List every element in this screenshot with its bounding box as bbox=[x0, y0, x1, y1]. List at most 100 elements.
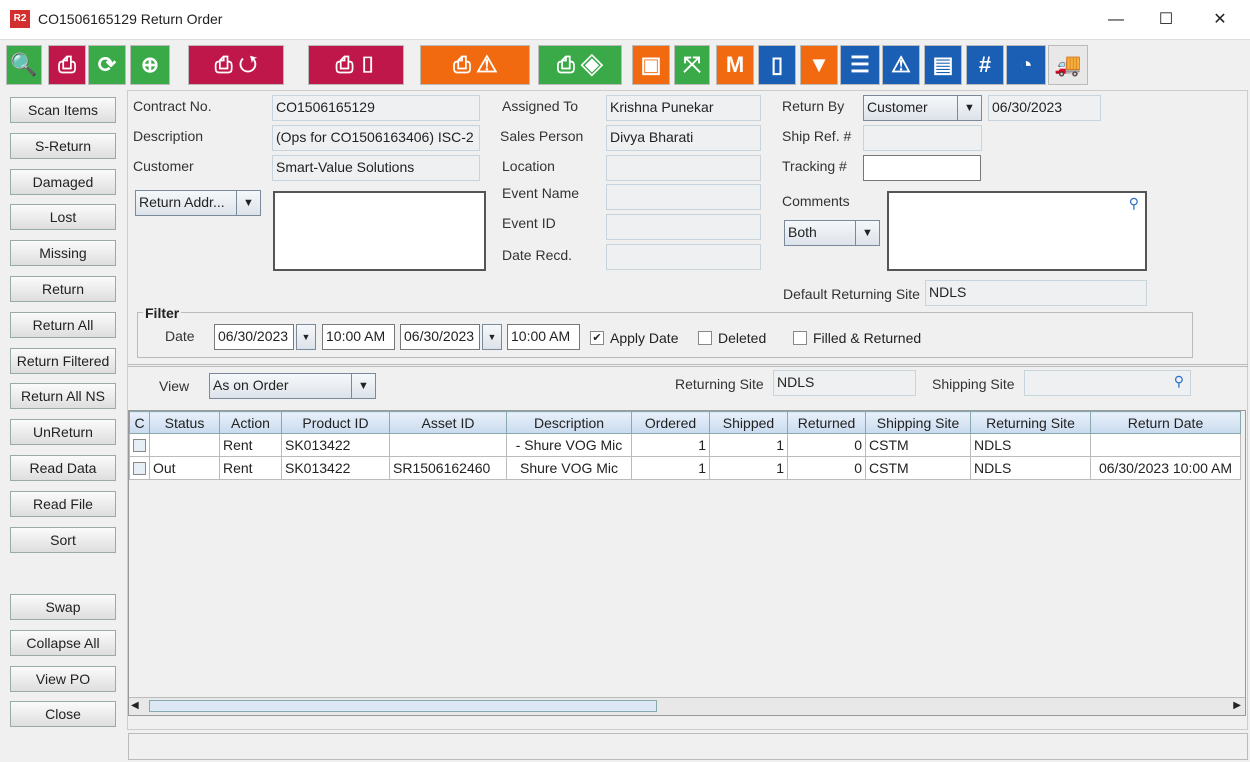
print-box-button[interactable]: ⎙ ▯ bbox=[308, 45, 404, 85]
box-m-button[interactable]: M bbox=[716, 45, 754, 85]
tracking-input[interactable] bbox=[863, 155, 981, 181]
list-icon: ☰ bbox=[850, 52, 870, 77]
refresh-button[interactable]: ⟳ bbox=[88, 45, 126, 85]
box-button[interactable]: ▣ bbox=[632, 45, 670, 85]
expand-button[interactable]: ⤧ bbox=[674, 45, 710, 85]
chevron-down-icon: ▼ bbox=[351, 374, 375, 398]
scrollbar-thumb[interactable] bbox=[149, 700, 657, 712]
filled-returned-checkbox[interactable] bbox=[793, 331, 807, 345]
column-header-shipped[interactable]: Shipped bbox=[709, 411, 788, 434]
column-header-returning-site[interactable]: Returning Site bbox=[970, 411, 1091, 434]
from-time-input[interactable]: 10:00 AM bbox=[322, 324, 395, 350]
shipping-site-field[interactable]: ⚲ bbox=[1024, 370, 1191, 396]
collapse-all-button[interactable]: Collapse All bbox=[10, 629, 116, 656]
scroll-right-icon[interactable]: ▶ bbox=[1233, 700, 1241, 711]
title-bar: R2 CO1506165129 Return Order — ☐ ✕ bbox=[0, 0, 1250, 40]
row-checkbox[interactable] bbox=[129, 433, 150, 457]
view-value: As on Order bbox=[213, 377, 289, 393]
from-date-input[interactable]: 06/30/2023 bbox=[214, 324, 294, 350]
chevron-down-icon: ▼ bbox=[236, 191, 260, 215]
column-header-returned[interactable]: Returned bbox=[787, 411, 866, 434]
to-time-input[interactable]: 10:00 AM bbox=[507, 324, 580, 350]
close-window-button[interactable]: ✕ bbox=[1213, 11, 1227, 28]
search-icon: 🔍 bbox=[10, 52, 38, 77]
scan-items-button[interactable]: Scan Items bbox=[10, 97, 116, 123]
return-date-field[interactable]: 06/30/2023 bbox=[988, 95, 1101, 121]
hash-icon: # bbox=[978, 52, 992, 77]
to-date-picker[interactable]: ▼ bbox=[482, 324, 502, 350]
book-button[interactable]: ▯ bbox=[758, 45, 796, 85]
comment-button[interactable]: ▤ bbox=[924, 45, 962, 85]
to-date-input[interactable]: 06/30/2023 bbox=[400, 324, 480, 350]
list-button[interactable]: ☰ bbox=[840, 45, 880, 85]
returning-site-field: NDLS bbox=[773, 370, 916, 396]
comments-filter-combo[interactable]: Both ▼ bbox=[784, 220, 880, 246]
unreturn-button[interactable]: UnReturn bbox=[10, 419, 116, 446]
scroll-left-icon[interactable]: ◀ bbox=[131, 700, 139, 711]
search-icon[interactable]: ⚲ bbox=[1128, 195, 1139, 211]
column-header-action[interactable]: Action bbox=[219, 411, 282, 434]
zoom-in-icon: ⊕ bbox=[140, 52, 160, 77]
column-header-asset-id[interactable]: Asset ID bbox=[389, 411, 507, 434]
read-data-button[interactable]: Read Data bbox=[10, 455, 116, 481]
column-header-return-date[interactable]: Return Date bbox=[1090, 411, 1241, 434]
gauge-button[interactable]: ◔ bbox=[1006, 45, 1046, 85]
truck-button[interactable]: 🚚 bbox=[1048, 45, 1088, 85]
zoom-in-button[interactable]: ⊕ bbox=[130, 45, 170, 85]
ship-ref-field bbox=[863, 125, 982, 151]
minimize-button[interactable]: — bbox=[1108, 11, 1124, 28]
search-icon[interactable]: ⚲ bbox=[1173, 373, 1184, 389]
read-file-button[interactable]: Read File bbox=[10, 490, 116, 517]
return-all-button[interactable]: Return All bbox=[10, 311, 116, 338]
address-textarea[interactable] bbox=[273, 191, 486, 271]
cell-asset-id bbox=[389, 433, 507, 457]
view-combo[interactable]: As on Order ▼ bbox=[209, 373, 376, 399]
filter-button[interactable]: ▼ bbox=[800, 45, 838, 85]
missing-button[interactable]: Missing bbox=[10, 240, 116, 267]
print-warning-button[interactable]: ⎙ ⚠ bbox=[420, 45, 530, 85]
table-row[interactable]: Out Rent SK013422 SR1506162460 Shure VOG Mic… bbox=[129, 456, 1241, 480]
return-button[interactable]: Return bbox=[10, 276, 116, 302]
return-all-ns-button[interactable]: Return All NS bbox=[10, 383, 116, 410]
column-header-product-id[interactable]: Product ID bbox=[281, 411, 390, 434]
printer-button[interactable]: ⎙ bbox=[48, 45, 86, 85]
column-header-shipping-site[interactable]: Shipping Site bbox=[865, 411, 971, 434]
print-layers-button[interactable]: ⎙ ◈ bbox=[538, 45, 622, 85]
print-return-button[interactable]: ⎙ ↺ bbox=[188, 45, 284, 85]
row-checkbox[interactable] bbox=[129, 456, 150, 480]
apply-date-checkbox[interactable]: ✔ bbox=[590, 331, 604, 345]
cell-shipped: 1 bbox=[709, 433, 788, 457]
warning-eye-button[interactable]: ⚠ bbox=[882, 45, 920, 85]
deleted-checkbox[interactable] bbox=[698, 331, 712, 345]
lost-button[interactable]: Lost bbox=[10, 204, 116, 231]
return-filtered-button[interactable]: Return Filtered bbox=[10, 347, 116, 374]
close-button[interactable]: Close bbox=[10, 701, 116, 728]
sort-button[interactable]: Sort bbox=[10, 526, 116, 553]
damaged-button[interactable]: Damaged bbox=[10, 168, 116, 195]
horizontal-scrollbar[interactable]: ◀ ▶ bbox=[129, 697, 1245, 715]
column-header-ordered[interactable]: Ordered bbox=[631, 411, 710, 434]
from-date-picker[interactable]: ▼ bbox=[296, 324, 316, 350]
assigned-label: Assigned To bbox=[502, 98, 579, 114]
comments-textarea[interactable]: ⚲ bbox=[887, 191, 1147, 271]
table-row[interactable]: Rent SK013422- Shure VOG Mic 1 1 0 CSTM NDLS bbox=[129, 433, 1241, 457]
s-return-button[interactable]: S-Return bbox=[10, 132, 116, 159]
cell-asset-id: SR1506162460 bbox=[389, 456, 507, 480]
comments-filter-value: Both bbox=[788, 224, 817, 240]
box-icon: ▣ bbox=[640, 52, 662, 77]
date-recd-label: Date Recd. bbox=[502, 247, 573, 263]
column-header-c[interactable]: C bbox=[129, 411, 150, 434]
swap-button[interactable]: Swap bbox=[10, 594, 116, 620]
hash-button[interactable]: # bbox=[966, 45, 1004, 85]
maximize-button[interactable]: ☐ bbox=[1158, 11, 1174, 28]
view-po-button[interactable]: View PO bbox=[10, 665, 116, 692]
filter-group bbox=[137, 312, 1193, 358]
search-button[interactable]: 🔍 bbox=[6, 45, 42, 85]
return-by-combo[interactable]: Customer ▼ bbox=[863, 95, 982, 121]
address-type-combo[interactable]: Return Addr... ▼ bbox=[135, 190, 261, 216]
sales-field: Divya Bharati bbox=[606, 125, 761, 151]
cell-shipping-site: CSTM bbox=[865, 456, 971, 480]
column-header-status[interactable]: Status bbox=[149, 411, 220, 434]
chevron-down-icon: ▼ bbox=[957, 96, 981, 120]
column-header-description[interactable]: Description bbox=[506, 411, 632, 434]
